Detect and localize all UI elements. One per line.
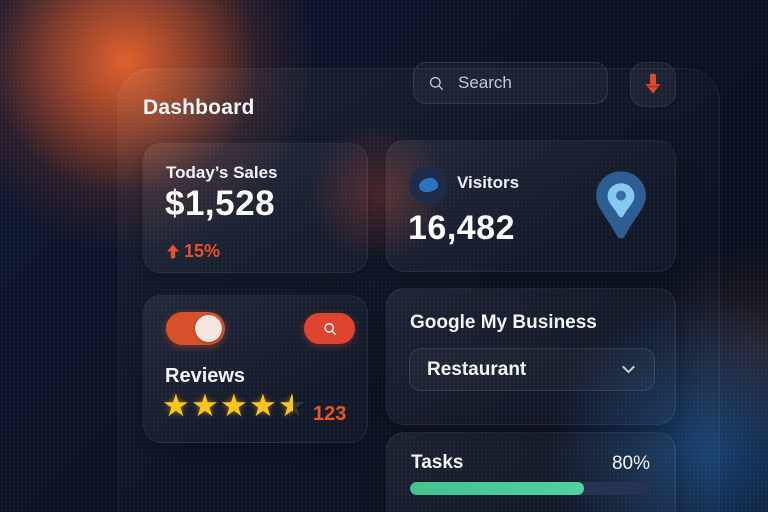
gmb-title: Google My Business [410,312,597,333]
visitors-value: 16,482 [408,209,515,247]
visitors-card: Visitors 16,482 [386,140,676,272]
glass-panel [118,68,720,512]
page-title: Dashboard [143,96,255,119]
reviews-card: Reviews ★ ★ ★ ★ ★ ★ ★ ★ ★ ★ [143,295,368,443]
sales-card-title: Today’s Sales [166,163,278,182]
star-icon: ★ ★ [249,388,277,423]
search-input[interactable] [456,72,593,94]
todays-sales-card: Today’s Sales $1,528 15% [143,143,368,273]
download-button[interactable] [630,62,676,107]
search-icon [322,321,338,337]
star-icon: ★ ★ [220,388,248,423]
map-pin-icon[interactable] [595,170,647,247]
business-type-select[interactable]: Restaurant [409,348,655,391]
tasks-title: Tasks [411,452,464,473]
sales-value: $1,528 [165,184,276,223]
star-icon: ★ ★ [278,388,306,423]
sales-change-value: 15% [184,241,221,261]
tasks-card: Tasks 80% [386,432,676,512]
star-rating[interactable]: ★ ★ ★ ★ ★ ★ ★ ★ ★ ★ [162,388,307,424]
search-icon [428,75,445,92]
google-my-business-card: Google My Business Restaurant [386,288,676,425]
search-bar[interactable] [413,62,608,104]
arrow-down-icon [642,73,664,97]
star-icon: ★ ★ [162,388,190,423]
tasks-progress-fill [410,482,584,495]
sales-change: 15% [166,241,220,262]
reviews-search-button[interactable] [304,313,355,344]
select-value: Restaurant [427,358,527,380]
visitors-badge-icon [409,166,447,204]
tasks-progress-bar[interactable] [410,482,648,495]
tasks-percent: 80% [611,453,650,474]
reviews-title: Reviews [165,365,246,387]
reviews-count: 123 [313,403,347,425]
toggle-knob [195,315,222,342]
visitors-blob-icon [417,176,439,194]
chevron-down-icon [620,361,637,378]
reviews-toggle[interactable] [166,312,225,345]
visitors-label: Visitors [457,173,520,192]
star-icon: ★ ★ [191,388,219,423]
arrow-up-icon [166,244,180,259]
